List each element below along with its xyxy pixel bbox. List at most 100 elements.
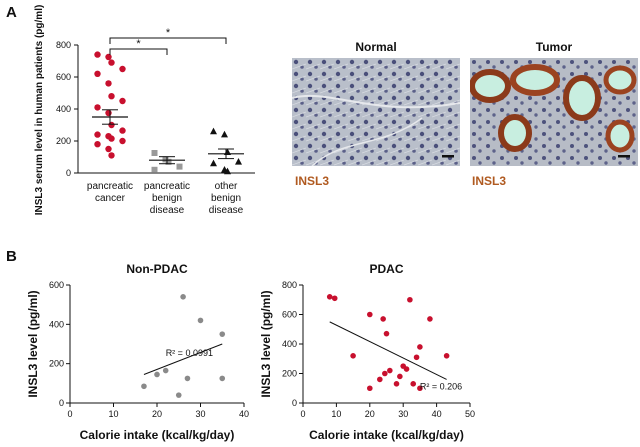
data-point (119, 97, 126, 105)
data-point (380, 316, 386, 322)
chart-title: PDAC (369, 262, 403, 276)
category-label: other (215, 181, 238, 192)
x-tick-label: 50 (465, 409, 475, 419)
data-point (108, 59, 115, 66)
x-tick-label: 0 (67, 409, 72, 419)
data-point (154, 371, 160, 378)
data-point (383, 330, 390, 337)
pdac-scatter-plot: PDAC 0 10 20 30 40 50 0 200 400 600 800 Calorie inta… (259, 262, 475, 442)
y-tick-label: 200 (282, 369, 297, 379)
data-point (119, 127, 126, 134)
x-tick-label: 40 (239, 409, 249, 419)
data-point (219, 375, 226, 382)
tumor-tissue-image (470, 58, 638, 166)
data-point (151, 166, 158, 173)
data-point (417, 344, 423, 350)
data-point (105, 145, 112, 153)
data-point (235, 158, 242, 165)
data-point (210, 159, 217, 167)
y-tick-label: 800 (56, 40, 71, 50)
y-tick-label: 600 (56, 72, 71, 82)
data-point (367, 385, 373, 392)
category-label: disease (150, 205, 185, 216)
category-label: cancer (95, 193, 126, 204)
data-point (175, 392, 182, 398)
data-point (141, 383, 147, 390)
y-tick-label: 400 (56, 104, 71, 114)
y-axis-label: INSL3 level (pg/ml) (26, 290, 40, 397)
chart-title: Non-PDAC (126, 262, 188, 276)
data-point (176, 163, 183, 170)
data-point (94, 141, 101, 148)
x-tick-label: 30 (398, 409, 408, 419)
x-tick-label: 10 (108, 409, 118, 419)
serum-level-dot-plot: 0 200 400 600 800 INSL3 serum level in human … (34, 5, 255, 216)
y-tick-label: 200 (56, 136, 71, 146)
category-label: benign (152, 193, 182, 204)
y-tick-label: 600 (282, 310, 297, 320)
data-point (119, 65, 126, 73)
data-point (219, 331, 226, 337)
data-point (221, 130, 228, 138)
data-point (180, 294, 186, 300)
data-point (197, 317, 204, 324)
y-axis-label: INSL3 level (pg/ml) (259, 290, 273, 397)
data-point (427, 316, 433, 322)
y-axis-label: INSL3 serum level in human patients (pg/… (34, 5, 45, 216)
significance-star: * (166, 27, 171, 39)
category-label: benign (211, 193, 241, 204)
normal-title: Normal (355, 40, 397, 54)
data-point (331, 295, 338, 302)
data-point (94, 104, 101, 111)
category-label: pancreatic (87, 181, 133, 192)
r-squared-annotation: R² = 0.0991 (166, 348, 213, 358)
data-point (105, 109, 112, 117)
y-tick-label: 0 (66, 168, 71, 178)
x-tick-label: 40 (432, 409, 442, 419)
data-point (105, 80, 112, 87)
category-label: disease (209, 205, 244, 216)
x-tick-label: 10 (331, 409, 341, 419)
x-axis-label: Calorie intake (kcal/kg/day) (80, 428, 235, 442)
data-point (151, 150, 158, 156)
normal-stain-label: INSL3 (295, 174, 330, 188)
data-point (443, 353, 450, 359)
data-point (108, 93, 115, 100)
normal-tissue-graphic (292, 58, 460, 166)
y-tick-label: 600 (49, 280, 64, 290)
y-tick-label: 0 (59, 398, 64, 408)
data-point (350, 353, 356, 359)
tumor-title: Tumor (535, 40, 573, 54)
significance-bracket (109, 37, 227, 44)
data-point (387, 367, 393, 374)
significance-bracket (109, 48, 168, 55)
x-tick-label: 30 (195, 409, 205, 419)
data-point (224, 167, 231, 175)
y-tick-label: 400 (49, 319, 64, 329)
data-point (326, 294, 333, 300)
data-point (393, 381, 400, 387)
data-point (377, 376, 383, 383)
data-point (417, 385, 423, 392)
data-point (382, 370, 388, 377)
y-tick-label: 200 (49, 359, 64, 369)
x-tick-label: 20 (365, 409, 375, 419)
data-point (367, 311, 373, 318)
y-tick-label: 0 (292, 398, 297, 408)
data-point (108, 135, 115, 142)
data-point (119, 137, 126, 145)
data-point (94, 51, 101, 58)
data-point (108, 121, 115, 129)
regression-line (143, 343, 223, 375)
data-point (403, 366, 410, 372)
x-axis-label: Calorie intake (kcal/kg/day) (309, 428, 464, 442)
data-point (210, 127, 217, 135)
y-tick-label: 800 (282, 280, 297, 290)
tumor-tissue-graphic (470, 58, 638, 166)
data-point (94, 70, 101, 78)
data-point (413, 354, 420, 361)
y-tick-label: 400 (282, 339, 297, 349)
x-tick-label: 20 (152, 409, 162, 419)
data-point (105, 53, 112, 61)
